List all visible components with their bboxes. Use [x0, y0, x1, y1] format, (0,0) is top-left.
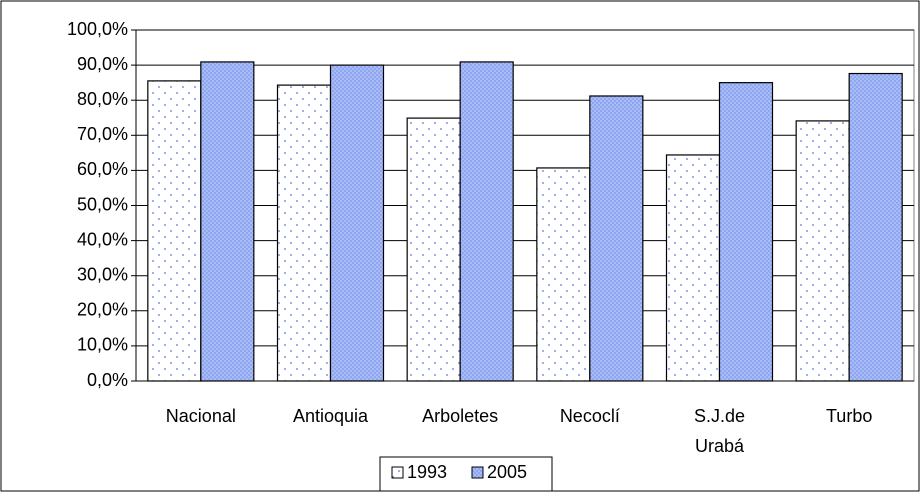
y-tick-label: 90,0%: [77, 54, 128, 74]
legend-box: [379, 456, 553, 492]
x-tick-label: S.J.de Urabá: [694, 406, 745, 456]
y-tick-label: 40,0%: [77, 229, 128, 249]
bar: [459, 61, 514, 382]
x-tick-label: Nacional: [166, 406, 236, 426]
bar: [406, 117, 461, 382]
y-tick-label: 30,0%: [77, 264, 128, 284]
legend-label: 1993: [407, 462, 447, 482]
x-tick-label: Arboletes: [422, 406, 498, 426]
bar: [536, 167, 591, 382]
y-tick-label: 10,0%: [77, 335, 128, 355]
legend-swatch: [471, 466, 484, 479]
y-tick-label: 50,0%: [77, 194, 128, 214]
y-tick-label: 60,0%: [77, 159, 128, 179]
bar: [147, 80, 202, 382]
x-tick-label: Necoclí: [560, 406, 620, 426]
legend-swatch: [391, 466, 404, 479]
y-tick-label: 80,0%: [77, 89, 128, 109]
bar: [329, 64, 385, 382]
y-tick-label: 70,0%: [77, 124, 128, 144]
bar: [276, 84, 332, 382]
x-tick-label: Antioquia: [293, 406, 369, 426]
bar: [665, 154, 721, 382]
bar: [848, 72, 903, 382]
bar: [718, 82, 774, 382]
bar: [795, 120, 850, 382]
legend-label: 2005: [487, 462, 527, 482]
y-tick-label: 20,0%: [77, 300, 128, 320]
bar: [200, 61, 255, 382]
y-tick-label: 0,0%: [87, 370, 128, 390]
x-tick-label: Turbo: [826, 406, 872, 426]
bar: [589, 95, 644, 382]
y-tick-label: 100,0%: [67, 19, 128, 39]
